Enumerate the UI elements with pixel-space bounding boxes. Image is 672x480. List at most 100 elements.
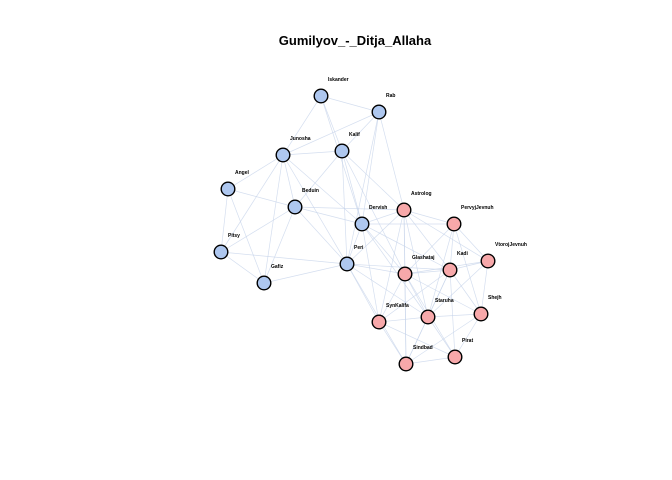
node-label-peri: Peri [354, 245, 364, 251]
node-peri [339, 256, 355, 272]
node-gafiz [256, 275, 272, 291]
node-synkalifa [371, 314, 387, 330]
node-label-sindbad: Sindbad [413, 345, 433, 351]
edge-iskander-kalif [320, 95, 343, 152]
edge-rab-dervish [361, 111, 380, 225]
edge-beduin-pitsy [220, 206, 296, 253]
node-label-rab: Rab [386, 93, 395, 99]
node-label-pervyjjevnuh: PervyjJevnuh [461, 205, 494, 211]
edge-beduin-astrolog [294, 206, 405, 211]
edge-kalif-dervish [341, 150, 363, 225]
edge-synkalifa-pirat [378, 321, 456, 358]
edge-beduin-dervish [294, 206, 363, 225]
node-rab [371, 104, 387, 120]
edge-kadi-synkalifa [378, 269, 451, 323]
node-label-pirat: Pirat [462, 338, 473, 344]
edge-iskander-dervish [320, 95, 363, 225]
edge-pervyjjevnuh-shejh [453, 223, 482, 315]
edge-beduin-gafiz [263, 206, 296, 284]
node-label-staruha: Staruha [435, 298, 454, 304]
node-angel [220, 181, 236, 197]
node-layer [213, 88, 496, 372]
edge-astrolog-synkalifa [378, 209, 405, 323]
edge-pervyjjevnuh-vtorojjevnuh [453, 223, 489, 262]
node-label-synkalifa: SynKalifa [386, 303, 409, 309]
edge-synkalifa-staruha [378, 316, 429, 323]
edge-vtorojjevnuh-staruha [427, 260, 489, 318]
node-label-iskander: Iskander [328, 77, 349, 83]
edge-dervish-glashataj [361, 223, 406, 275]
edge-astrolog-pervyjjevnuh [403, 209, 455, 225]
edge-shejh-sindbad [405, 313, 482, 365]
edge-kalif-peri [341, 150, 348, 265]
edge-dervish-kadi [361, 223, 451, 271]
edge-iskander-junosha [282, 95, 322, 156]
node-pitsy [213, 244, 229, 260]
edge-pitsy-peri [220, 251, 348, 265]
edge-peri-gafiz [263, 263, 348, 284]
edge-junosha-gafiz [263, 154, 284, 284]
edge-angel-pitsy [220, 188, 229, 253]
edge-rab-junosha [282, 111, 380, 156]
node-sindbad [398, 356, 414, 372]
edge-peri-kadi [346, 263, 451, 271]
edge-synkalifa-sindbad [378, 321, 407, 365]
edge-rab-peri [346, 111, 380, 265]
node-label-astrolog: Astrolog [411, 191, 432, 197]
node-staruha [420, 309, 436, 325]
edge-beduin-peri [294, 206, 348, 265]
edge-staruha-pirat [427, 316, 456, 358]
diagram-title: Gumilyov_-_Ditja_Allaha [279, 33, 432, 48]
edge-junosha-dervish [282, 154, 363, 225]
edge-glashataj-kadi [404, 269, 451, 275]
edge-vtorojjevnuh-shejh [480, 260, 489, 315]
edge-angel-gafiz [227, 188, 265, 284]
node-beduin [287, 199, 303, 215]
node-label-junosha: Junosha [290, 136, 311, 142]
edge-junosha-angel [227, 154, 284, 190]
edge-junosha-peri [282, 154, 348, 265]
edge-astrolog-staruha [403, 209, 429, 318]
node-iskander [313, 88, 329, 104]
node-label-kalif: Kalif [349, 132, 360, 138]
edge-dervish-synkalifa [361, 223, 380, 323]
edge-iskander-rab [320, 95, 380, 113]
edge-kadi-pirat [449, 269, 456, 358]
edge-rab-astrolog [378, 111, 405, 211]
edge-junosha-kalif [282, 150, 343, 156]
edge-glashataj-staruha [404, 273, 429, 318]
node-dervish [354, 216, 370, 232]
node-label-dervish: Dervish [369, 205, 387, 211]
node-glashataj [397, 266, 413, 282]
edge-junosha-pitsy [220, 154, 284, 253]
edge-sindbad-pirat [405, 356, 456, 365]
edge-glashataj-synkalifa [378, 273, 406, 323]
node-label-glashataj: Glashataj [412, 255, 435, 261]
edge-junosha-beduin [282, 154, 296, 208]
node-junosha [275, 147, 291, 163]
edge-layer [220, 95, 489, 365]
node-label-beduin: Beduin [302, 188, 319, 194]
edge-shejh-pirat [454, 313, 482, 358]
node-label-pitsy: Pitsy [228, 233, 240, 239]
label-layer: Iskander Rab Junosha Kalif Angel Beduin Dervis… [228, 77, 527, 351]
node-pirat [447, 349, 463, 365]
node-astrolog [396, 202, 412, 218]
edge-astrolog-kadi [403, 209, 451, 271]
node-label-shejh: Shejh [488, 295, 502, 301]
edge-peri-glashataj [346, 263, 406, 275]
edge-staruha-sindbad [405, 316, 429, 365]
node-label-angel: Angel [235, 170, 250, 176]
edge-staruha-shejh [427, 313, 482, 318]
node-kalif [334, 143, 350, 159]
node-kadi [442, 262, 458, 278]
node-label-gafiz: Gafiz [271, 264, 284, 270]
node-label-vtorojjevnuh: VtorojJevnuh [495, 242, 527, 248]
node-shejh [473, 306, 489, 322]
edge-pitsy-gafiz [220, 251, 265, 284]
edge-kalif-beduin [294, 150, 343, 208]
edge-kalif-astrolog [341, 150, 405, 211]
node-pervyjjevnuh [446, 216, 462, 232]
